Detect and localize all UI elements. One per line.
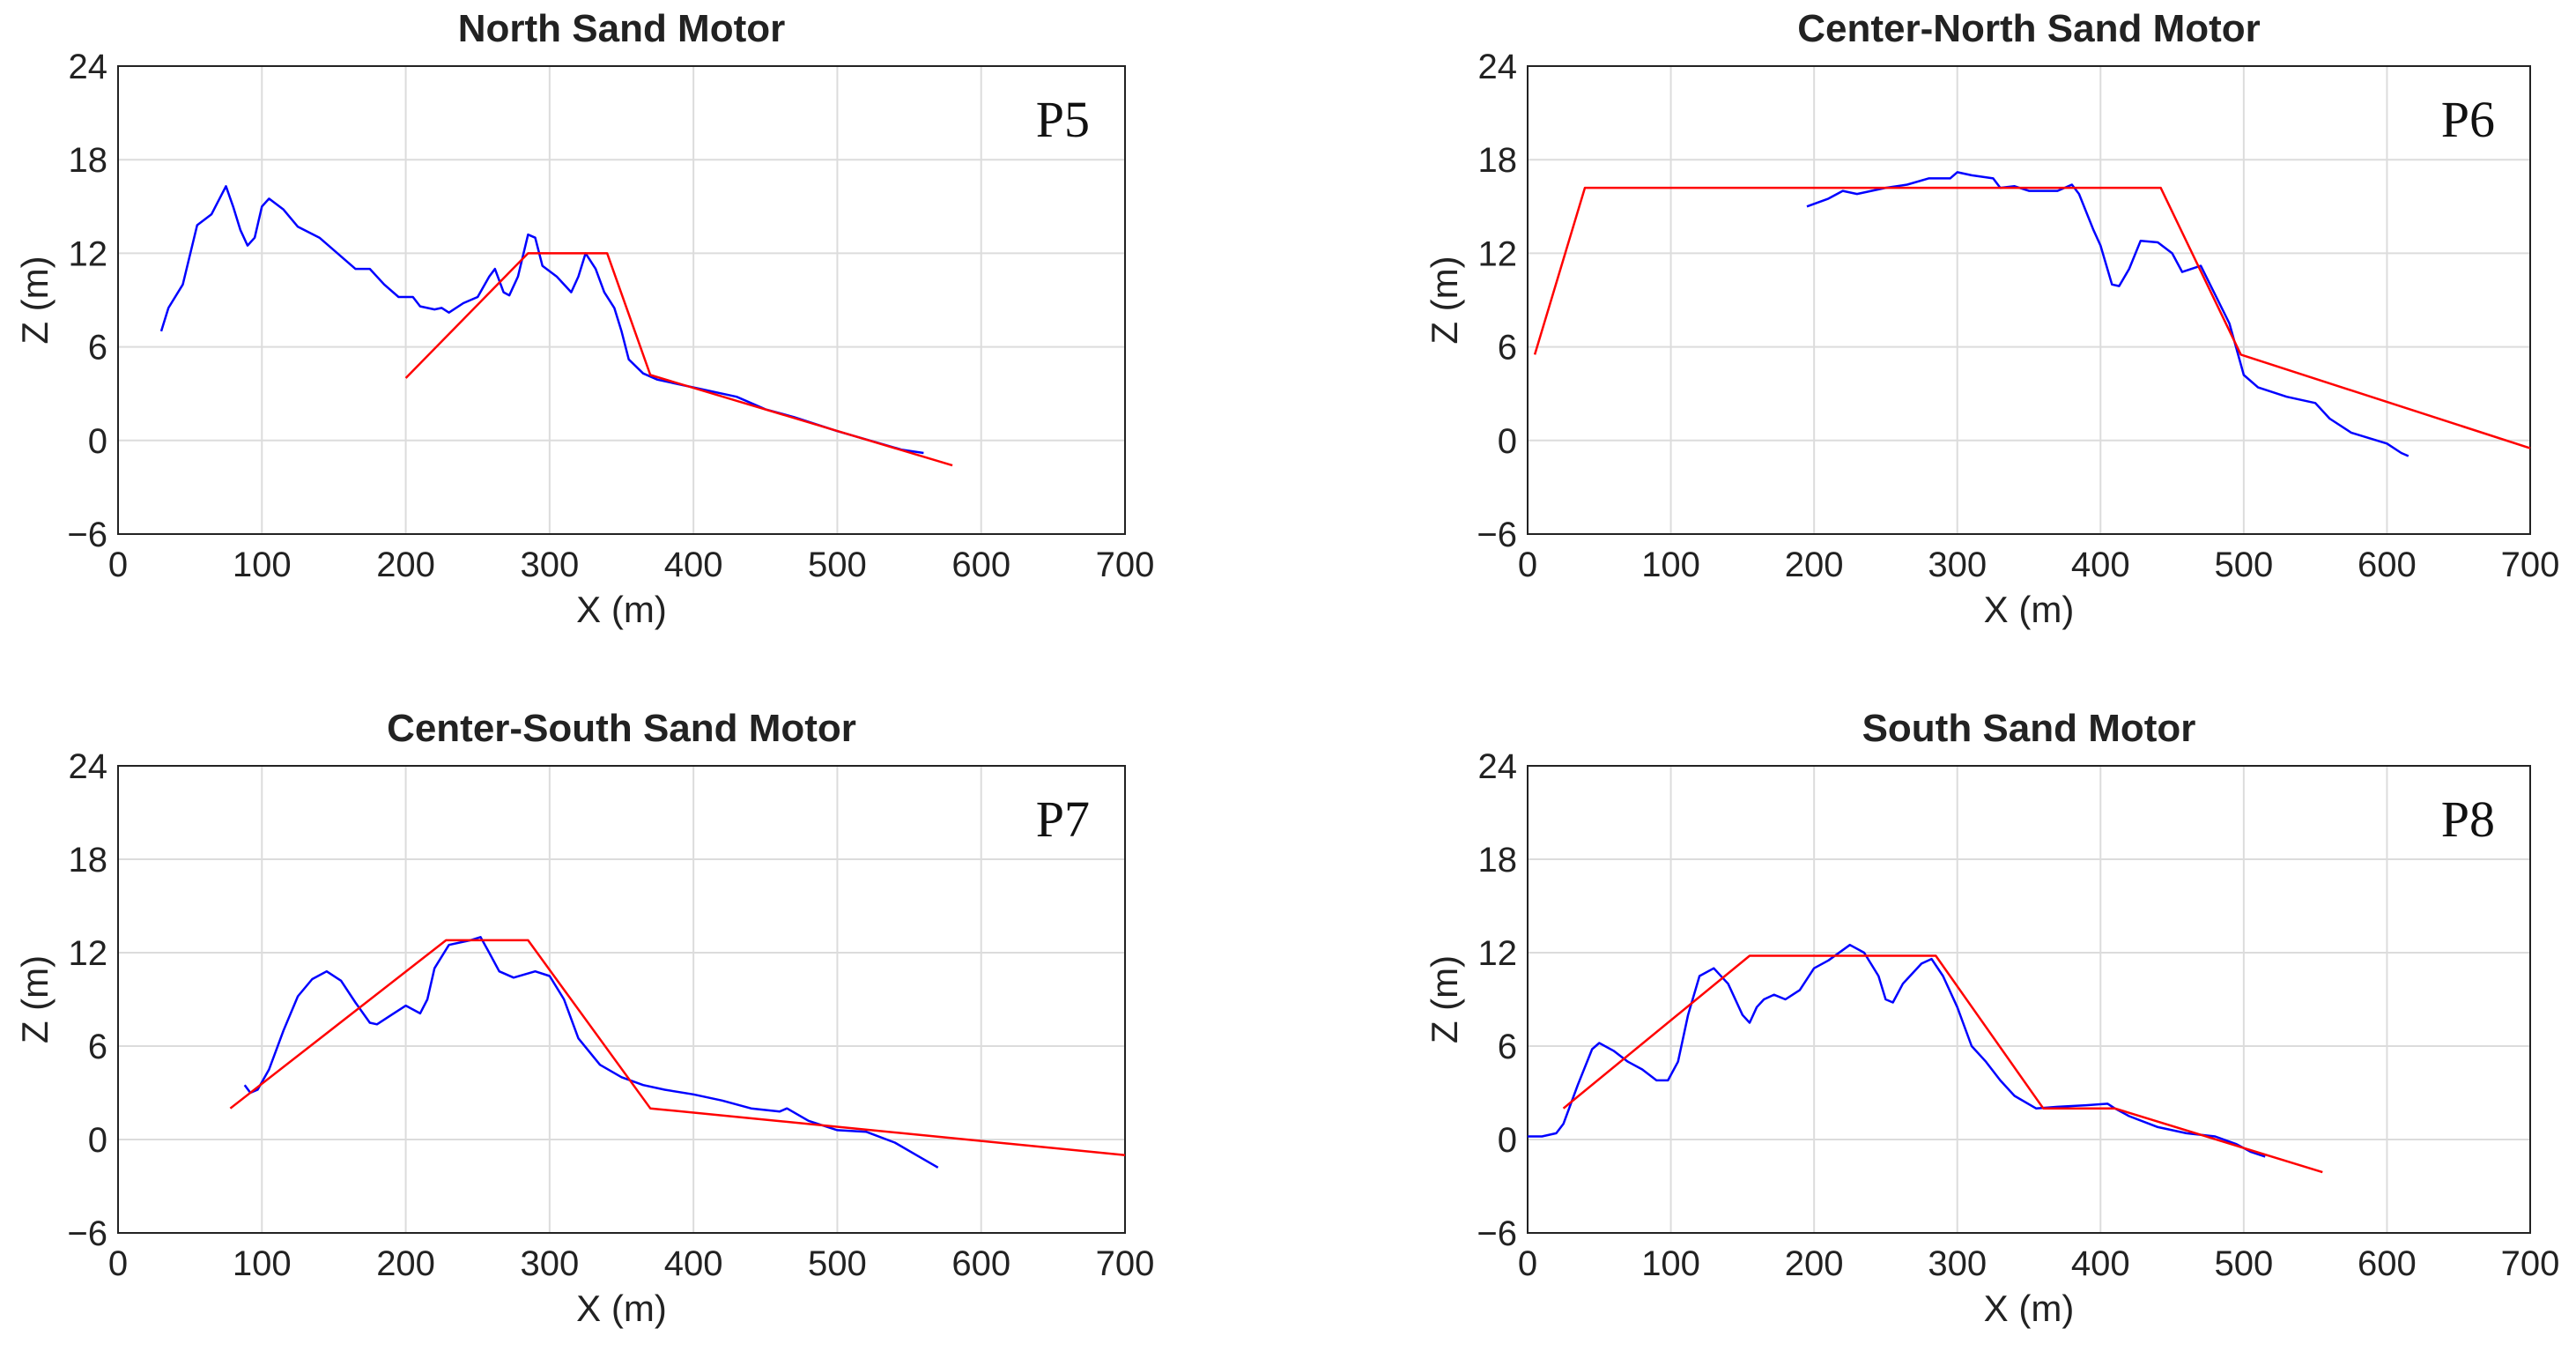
data-line [159, 185, 924, 455]
plot-area [1528, 766, 2530, 1233]
y-tick-label: −6 [67, 1214, 107, 1253]
y-tick-label: 0 [1498, 1121, 1517, 1160]
x-tick-label: 200 [1785, 546, 1844, 584]
plot-area [118, 66, 1125, 534]
y-tick-label: −6 [1477, 516, 1517, 554]
x-tick-label: 0 [1518, 546, 1537, 584]
x-tick-label: 100 [1641, 1244, 1700, 1283]
chart-title: South Sand Motor [1862, 707, 2196, 750]
x-tick-label: 0 [1518, 1244, 1537, 1283]
data-line [243, 936, 939, 1169]
x-tick-label: 600 [951, 1244, 1010, 1283]
panel-label: P5 [1036, 91, 1090, 148]
chart-title: North Sand Motor [458, 7, 786, 50]
y-tick-label: 18 [69, 141, 108, 180]
x-tick-label: 500 [808, 546, 867, 584]
x-axis-label: X (m) [1984, 589, 2075, 630]
y-tick-label: 24 [1478, 48, 1518, 86]
data-line [1806, 171, 2409, 457]
panel-label: P7 [1036, 791, 1090, 848]
x-tick-label: 400 [2071, 1244, 2130, 1283]
y-axis-label: Z (m) [14, 955, 56, 1043]
chart-title: Center-South Sand Motor [387, 707, 856, 750]
panel-label: P6 [2441, 91, 2495, 148]
y-tick-label: 6 [1498, 329, 1517, 367]
x-tick-label: 400 [2071, 546, 2130, 584]
chart-title: Center-North Sand Motor [1797, 7, 2261, 50]
x-tick-label: 100 [233, 546, 292, 584]
x-tick-label: 600 [951, 546, 1010, 584]
y-tick-label: 6 [88, 1028, 107, 1066]
y-axis-label: Z (m) [14, 256, 56, 344]
axes-box [1527, 765, 2531, 1234]
x-tick-label: 0 [108, 546, 128, 584]
axes-box [117, 765, 1126, 1234]
y-tick-label: 12 [69, 934, 108, 973]
x-tick-label: 100 [1641, 546, 1700, 584]
y-tick-label: 12 [69, 234, 108, 273]
x-tick-label: 300 [520, 1244, 579, 1283]
data-line [229, 939, 1126, 1156]
y-tick-label: 6 [88, 329, 107, 367]
data-line [1533, 186, 2531, 449]
y-tick-label: 18 [1478, 141, 1518, 180]
axes-box [1527, 65, 2531, 535]
y-tick-label: 18 [1478, 841, 1518, 880]
data-line [1562, 954, 2323, 1174]
x-tick-label: 200 [1785, 1244, 1844, 1283]
data-line [404, 252, 953, 467]
y-tick-label: −6 [67, 516, 107, 554]
x-axis-label: X (m) [576, 1288, 667, 1329]
x-tick-label: 700 [1096, 546, 1155, 584]
y-axis-label: Z (m) [1424, 256, 1465, 344]
y-axis-label: Z (m) [1424, 955, 1465, 1043]
y-tick-label: 12 [1478, 934, 1518, 973]
y-tick-label: 24 [1478, 747, 1518, 786]
x-tick-label: 500 [2214, 546, 2273, 584]
plot-area [118, 766, 1125, 1233]
y-tick-label: 24 [69, 747, 108, 786]
x-tick-label: 600 [2358, 546, 2417, 584]
x-tick-label: 300 [1928, 1244, 1987, 1283]
x-tick-label: 200 [376, 546, 435, 584]
x-tick-label: 600 [2358, 1244, 2417, 1283]
x-tick-label: 700 [2501, 1244, 2560, 1283]
axes-box [117, 65, 1126, 535]
x-tick-label: 700 [1096, 1244, 1155, 1283]
y-tick-label: 0 [1498, 422, 1517, 461]
x-tick-label: 400 [664, 546, 723, 584]
data-line [1528, 943, 2266, 1158]
x-tick-label: 500 [2214, 1244, 2273, 1283]
y-tick-label: 18 [69, 841, 108, 880]
x-tick-label: 400 [664, 1244, 723, 1283]
x-axis-label: X (m) [1984, 1288, 2075, 1329]
x-tick-label: 700 [2501, 546, 2560, 584]
x-tick-label: 500 [808, 1244, 867, 1283]
y-tick-label: 0 [88, 422, 107, 461]
y-tick-label: 6 [1498, 1028, 1517, 1066]
plot-area [1528, 66, 2530, 534]
x-axis-label: X (m) [576, 589, 667, 630]
x-tick-label: 300 [1928, 546, 1987, 584]
y-tick-label: 12 [1478, 234, 1518, 273]
y-tick-label: 0 [88, 1121, 107, 1160]
y-tick-label: −6 [1477, 1214, 1517, 1253]
panel-label: P8 [2441, 791, 2495, 848]
x-tick-label: 0 [108, 1244, 128, 1283]
x-tick-label: 200 [376, 1244, 435, 1283]
y-tick-label: 24 [69, 48, 108, 86]
x-tick-label: 300 [520, 546, 579, 584]
x-tick-label: 100 [233, 1244, 292, 1283]
